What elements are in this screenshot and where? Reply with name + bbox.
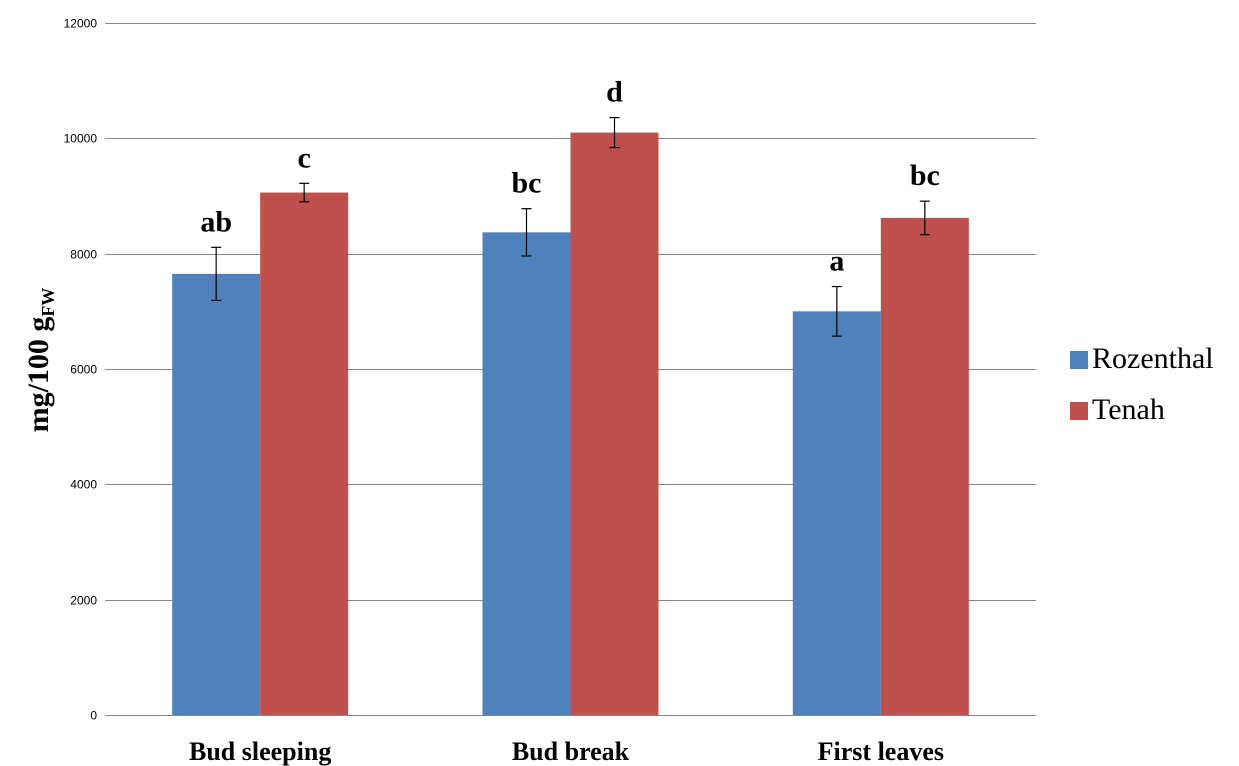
error-bar xyxy=(521,208,532,257)
legend-swatch-tenah xyxy=(1070,402,1088,420)
significance-label: ab xyxy=(200,205,232,238)
y-axis-label-main: mg/100 g xyxy=(22,317,55,433)
legend-swatch-rozenthal xyxy=(1070,351,1088,369)
x-axis-labels: Bud sleeping Bud break First leaves xyxy=(189,737,944,766)
y-tick-label: 4000 xyxy=(70,478,97,492)
x-tick-label: Bud break xyxy=(512,737,630,766)
y-axis-ticks: 0 2000 4000 6000 8000 10000 12000 xyxy=(64,17,98,723)
y-tick-label: 8000 xyxy=(70,248,97,262)
y-tick-label: 10000 xyxy=(64,132,98,146)
error-bar xyxy=(919,200,930,236)
legend-label-rozenthal: Rozenthal xyxy=(1092,342,1214,375)
error-bar xyxy=(609,116,620,149)
error-bars xyxy=(211,116,930,337)
bar-rozenthal-0 xyxy=(172,273,261,715)
y-axis-label-subscript: FW xyxy=(38,288,58,317)
error-bar xyxy=(299,182,310,203)
significance-label: d xyxy=(606,76,623,109)
y-tick-label: 12000 xyxy=(64,17,98,31)
significance-label: a xyxy=(829,245,844,278)
y-axis-label: mg/100 gFW xyxy=(22,288,58,433)
x-tick-label: First leaves xyxy=(818,737,944,766)
bar-tenah-1 xyxy=(570,132,659,716)
significance-label: bc xyxy=(512,167,542,200)
legend: Rozenthal Tenah xyxy=(1070,342,1214,426)
y-tick-label: 2000 xyxy=(70,594,97,608)
bar-rozenthal-2 xyxy=(792,311,881,715)
significance-label: c xyxy=(298,141,311,174)
bar-tenah-0 xyxy=(260,192,349,716)
error-bar xyxy=(211,246,222,301)
bar-rozenthal-1 xyxy=(482,232,571,715)
bars xyxy=(172,132,969,716)
y-tick-label: 0 xyxy=(90,709,97,723)
error-bar xyxy=(831,285,842,337)
x-tick-label: Bud sleeping xyxy=(189,737,331,766)
bar-tenah-2 xyxy=(880,217,969,715)
y-tick-label: 6000 xyxy=(70,363,97,377)
significance-label: bc xyxy=(910,159,940,192)
legend-label-tenah: Tenah xyxy=(1092,393,1165,426)
